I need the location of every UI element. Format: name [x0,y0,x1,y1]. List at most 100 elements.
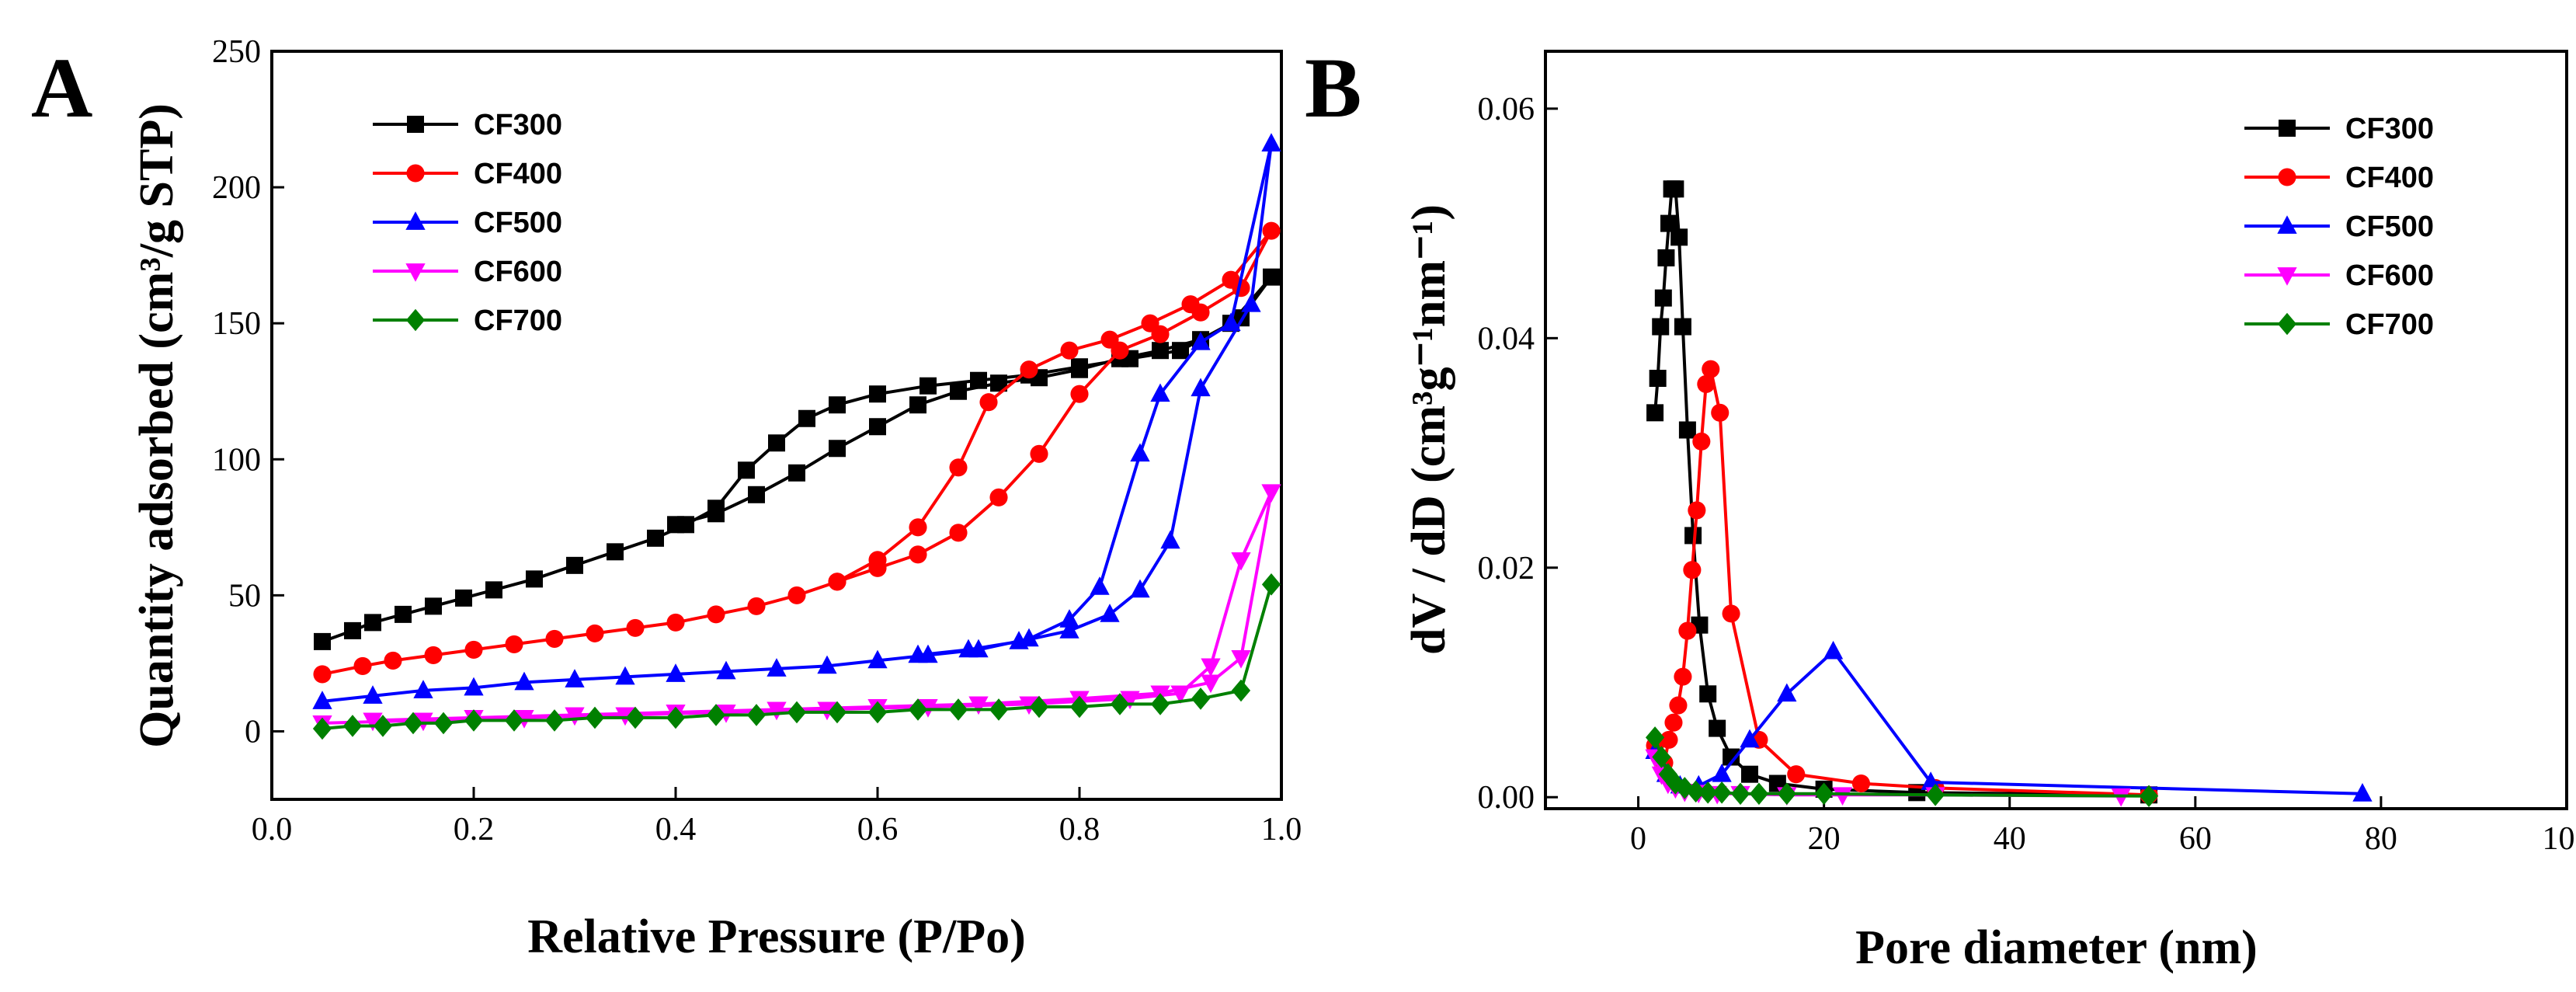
data-point-cf300 [1699,685,1717,703]
data-point-cf400 [707,605,725,624]
legend-marker-cf500 [2277,215,2297,234]
data-point-cf400 [505,635,523,653]
data-point-cf500 [817,655,837,674]
data-point-cf400 [424,646,443,664]
data-point-cf300 [455,589,472,607]
data-point-cf300 [485,581,502,599]
data-point-cf300 [1649,370,1667,388]
x-tick-label: 0.6 [857,812,899,848]
data-point-cf500 [1100,604,1120,622]
data-point-cf700 [1652,746,1671,768]
data-point-cf700 [827,701,847,724]
data-point-cf700 [1666,772,1685,795]
legend-item-cf300: CF300 [373,109,562,141]
data-point-cf400 [1060,341,1079,360]
data-point-cf700 [373,715,393,737]
legend-label-cf300: CF300 [2345,113,2434,145]
x-tick-label: 60 [2179,821,2212,857]
data-point-cf600 [565,707,585,726]
panel-b-y-axis-title: dV / dD (cm³g⁻¹nm⁻¹) [1403,204,1455,655]
legend-marker-cf400 [2278,168,2296,186]
data-point-cf500 [1191,331,1211,350]
data-point-cf500 [1059,620,1079,639]
data-point-cf400 [828,573,846,591]
legend-label-cf400: CF400 [2345,162,2434,194]
data-point-cf400 [1851,774,1871,793]
data-point-cf600 [968,696,989,715]
panel-b-x-ticks: 0 20 40 60 80 100 [1630,796,2576,857]
panel-b-legend: CF300 CF400 CF500 CF600 CF700 [2244,113,2434,341]
panel-a-x-ticks: 0.0 0.2 0.4 0.6 0.8 1.0 [252,787,1302,848]
data-point-cf300 [1670,228,1688,246]
x-tick-label: 80 [2365,821,2397,857]
data-point-cf500 [363,685,383,704]
data-point-cf700 [1029,695,1049,719]
data-point-cf600 [1201,658,1221,677]
data-point-cf300 [869,385,886,403]
data-point-cf700 [787,701,807,724]
data-point-cf400 [1674,667,1692,686]
data-point-cf700 [867,701,888,724]
data-point-cf400 [626,618,645,637]
data-point-cf500 [716,660,736,680]
data-point-cf500 [1191,378,1211,397]
panel-a-x-axis-title: Relative Pressure (P/Po) [527,910,1026,963]
legend-marker-cf400 [406,164,425,183]
data-point-cf500 [767,658,787,677]
legend-label-cf600: CF600 [2345,259,2434,292]
data-point-cf300 [1684,527,1702,545]
data-point-cf700 [1069,695,1090,719]
data-point-cf300 [314,632,331,650]
data-point-cf400 [1697,374,1716,393]
legend-item-cf500: CF500 [2244,211,2434,243]
data-point-cf400 [909,518,927,537]
data-point-cf300 [1660,214,1677,232]
data-point-cf600 [767,701,787,721]
data-point-cf400 [1669,696,1688,715]
data-point-cf700 [1698,781,1718,804]
data-point-cf700 [948,698,968,721]
data-point-cf700 [2139,785,2159,808]
series-line-cf400 [322,229,1273,676]
data-point-cf400 [747,597,766,615]
data-point-cf500 [1130,579,1150,598]
x-tick-label: 20 [1808,821,1841,857]
data-point-cf700 [312,717,332,740]
data-point-cf400 [1688,501,1706,520]
y-tick-label: 100 [212,442,261,478]
legend-label-cf400: CF400 [474,158,562,190]
data-point-cf300 [990,374,1007,392]
data-point-cf400 [353,656,372,675]
data-point-cf300 [970,371,987,389]
data-point-cf600 [1170,685,1191,705]
data-point-cf500 [1150,383,1170,402]
x-tick-label: 40 [1994,821,2026,857]
data-point-cf500 [1059,609,1079,628]
legend-marker-cf700 [405,308,426,332]
legend-item-cf700: CF700 [373,305,562,337]
x-tick-label: 0.8 [1059,812,1100,848]
series-line-cf500 [1653,649,2363,795]
data-point-cf500 [1160,530,1180,549]
x-tick-label: 0.2 [454,812,495,848]
data-point-cf400 [989,488,1008,506]
data-point-cf400 [464,640,483,659]
data-point-cf300 [607,543,624,561]
data-point-cf300 [788,464,805,482]
legend-marker-cf500 [405,211,426,230]
y-tick-label: 0.02 [1478,551,1535,586]
panel-b-label: B [1305,40,1361,135]
data-point-cf600 [1019,696,1039,715]
data-point-cf700 [464,709,484,732]
legend-marker-cf300 [2279,120,2296,137]
legend-label-cf300: CF300 [474,109,562,141]
data-point-cf400 [586,624,604,642]
legend-marker-cf700 [2277,312,2297,336]
data-point-cf300 [395,605,412,623]
data-point-cf300 [364,614,381,632]
data-point-cf500 [958,639,979,658]
data-point-cf500 [1712,763,1732,782]
data-point-cf500 [908,644,928,663]
data-point-cf500 [565,669,585,687]
data-point-cf700 [544,709,565,732]
